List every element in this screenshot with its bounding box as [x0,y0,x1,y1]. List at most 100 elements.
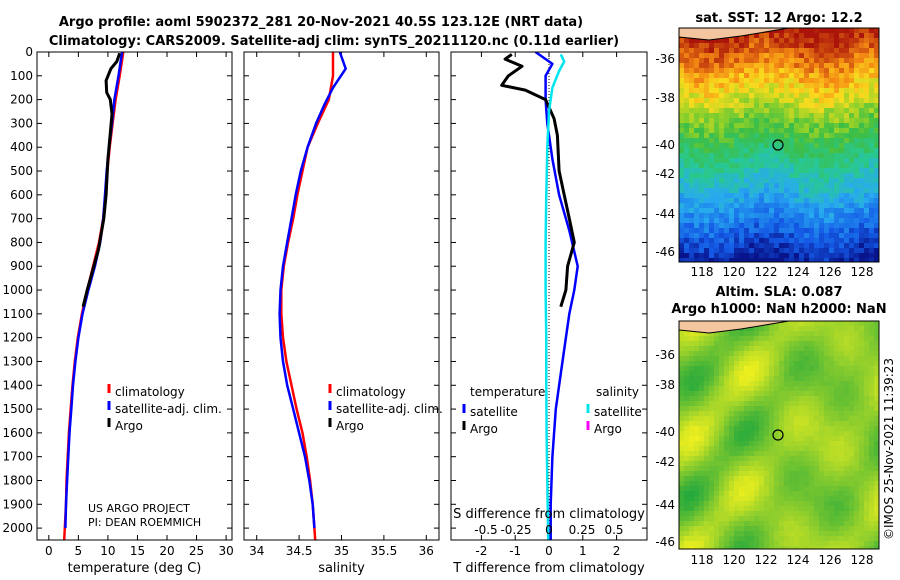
map-cell [854,108,860,114]
map-cell [784,138,790,144]
map-cell [754,531,760,537]
map-cell [724,133,730,139]
map-cell [874,208,879,214]
map-cell [699,476,705,482]
map-cell [819,73,825,79]
map-cell [679,58,685,64]
map-cell [759,63,765,69]
map-cell [739,38,745,44]
map-cell [729,53,735,59]
map-cell [774,326,780,332]
map-cell [854,376,860,382]
map-cell [729,163,735,169]
map-cell [704,253,710,259]
map-cell [699,248,705,254]
map-cell [759,238,765,244]
map-cell [764,386,770,392]
map-cell [714,133,720,139]
map-cell [869,28,875,34]
map-cell [844,546,850,549]
map-cell [789,253,795,259]
map-cell [819,361,825,367]
map-cell [809,223,815,229]
map-cell [769,218,775,224]
map-cell [814,326,820,332]
map-cell [719,361,725,367]
map-cell [869,43,875,49]
map-cell [829,451,835,457]
map-cell [814,421,820,427]
map-cell [824,103,830,109]
map-cell [709,491,715,497]
map-cell [824,361,830,367]
map-cell [694,411,700,417]
map-cell [734,168,740,174]
map-cell [839,208,845,214]
map-cell [699,118,705,124]
map-cell [844,526,850,532]
map-cell [864,406,870,412]
map-cell [874,461,879,467]
map-cell [849,148,855,154]
ytick-label: 0 [25,45,33,59]
map-cell [839,228,845,234]
map-cell [739,471,745,477]
map-cell [769,88,775,94]
map-cell [744,158,750,164]
map-cell [689,501,695,507]
map-cell [714,401,720,407]
map-cell [714,98,720,104]
map-cell [794,331,800,337]
map-cell [694,396,700,402]
map-cell [814,546,820,549]
map-cell [719,188,725,194]
map-cell [754,168,760,174]
map-cell [859,461,865,467]
map-cell [854,238,860,244]
map-cell [854,58,860,64]
map-cell [754,103,760,109]
map-cell [749,168,755,174]
map-cell [704,536,710,542]
map-cell [869,128,875,134]
map-cell [779,361,785,367]
map-cell [779,506,785,512]
map-cell [694,83,700,89]
map-cell [834,476,840,482]
legend-label: climatology [115,385,185,399]
map-cell [739,371,745,377]
map-cell [744,253,750,259]
map-cell [834,108,840,114]
map-cell [804,341,810,347]
map-cell [829,153,835,159]
map-cell [854,341,860,347]
map-cell [814,233,820,239]
axes-frame [450,51,648,541]
map-cell [799,218,805,224]
map-cell [819,401,825,407]
map-cell [739,123,745,129]
map-cell [744,228,750,234]
map-cell [834,456,840,462]
map-cell [844,218,850,224]
map-cell [699,341,705,347]
sst-map-field [679,28,879,262]
map-cell [804,346,810,352]
map-cell [799,511,805,517]
map-cell [734,148,740,154]
map-cell [694,63,700,69]
map-cell [799,346,805,352]
map-cell [724,168,730,174]
map-cell [824,526,830,532]
map-cell [694,223,700,229]
map-cell [759,73,765,79]
map-cell [739,331,745,337]
map-cell [784,153,790,159]
map-cell [839,48,845,54]
map-cell [819,511,825,517]
map-cell [799,258,805,262]
map-cell [779,103,785,109]
map-cell [784,496,790,502]
map-cell [714,451,720,457]
map-cell [734,203,740,209]
